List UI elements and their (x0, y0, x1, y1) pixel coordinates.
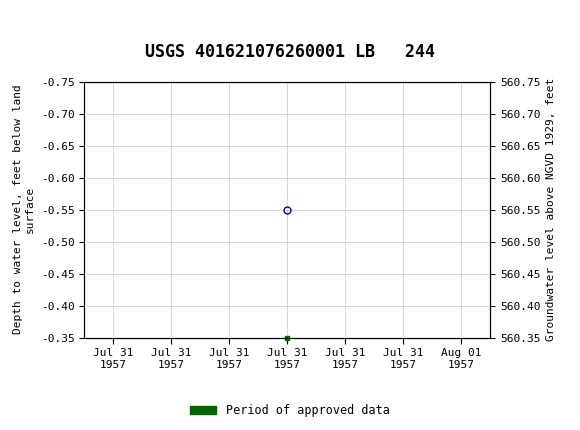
Y-axis label: Groundwater level above NGVD 1929, feet: Groundwater level above NGVD 1929, feet (546, 78, 556, 341)
Text: USGS 401621076260001 LB   244: USGS 401621076260001 LB 244 (145, 43, 435, 61)
Y-axis label: Depth to water level, feet below land
surface: Depth to water level, feet below land su… (13, 85, 35, 335)
Legend: Period of approved data: Period of approved data (186, 399, 394, 422)
Text: ≡USGS: ≡USGS (3, 10, 79, 29)
